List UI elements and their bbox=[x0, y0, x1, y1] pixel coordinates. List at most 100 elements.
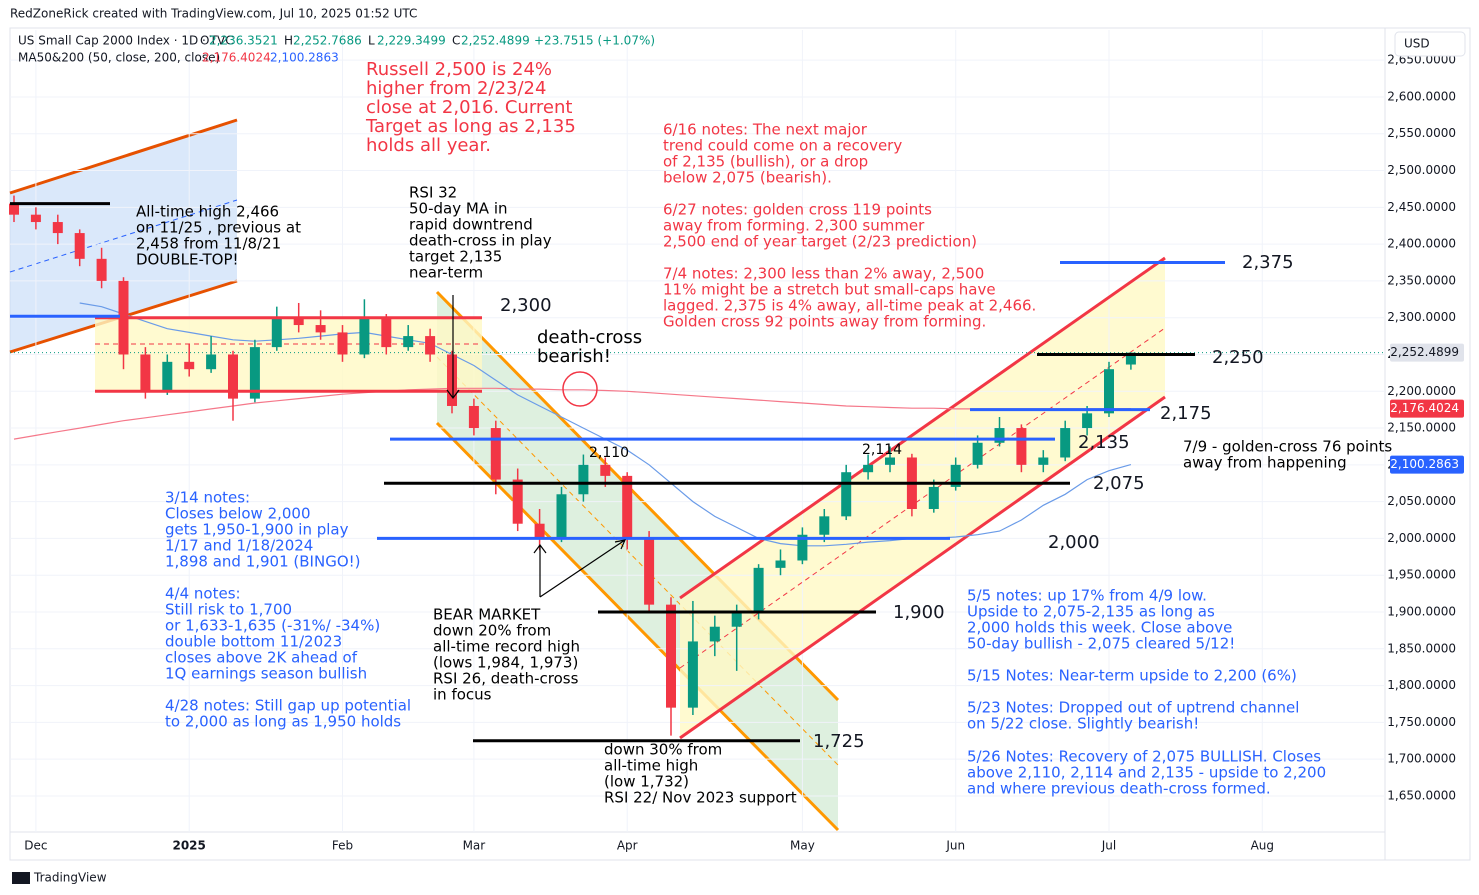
y-tick-label: 2,350.0000 bbox=[1387, 273, 1456, 287]
ohlc-key: H bbox=[284, 34, 293, 48]
candle-body bbox=[162, 361, 173, 392]
annotation: (lows 1,984, 1,973) bbox=[433, 654, 578, 672]
candle-body bbox=[293, 317, 304, 326]
annotation: on 11/25 , previous at bbox=[136, 219, 301, 237]
indicator: MA50&200 (50, close, 200, close) bbox=[18, 51, 220, 65]
annotation: and where previous death-cross formed. bbox=[967, 780, 1271, 798]
price-label: 2,100.2863 bbox=[1390, 457, 1459, 471]
change: +23.7515 (+1.07%) bbox=[534, 34, 655, 48]
y-tick-label: 1,650.0000 bbox=[1387, 788, 1456, 802]
annotation: 1,898 and 1,901 (BINGO!) bbox=[165, 553, 361, 571]
level-label: 2,075 bbox=[1093, 473, 1145, 494]
ohlc-value: 2,229.3499 bbox=[377, 34, 446, 48]
annotation: RSI 32 bbox=[409, 184, 457, 202]
annotation: near-term bbox=[409, 264, 483, 282]
candle-body bbox=[381, 317, 392, 348]
annotation: down 20% from bbox=[433, 622, 551, 640]
drawings bbox=[9, 118, 1165, 832]
annotation: 11% might be a stretch but small-caps ha… bbox=[663, 281, 996, 299]
candle-body bbox=[994, 428, 1005, 443]
currency: USD bbox=[1404, 37, 1430, 51]
annotation: above 2,110, 2,114 and 2,135 - upside to… bbox=[967, 764, 1326, 782]
annotation: death-cross bbox=[537, 327, 642, 348]
y-tick-label: 2,200.0000 bbox=[1387, 384, 1456, 398]
candle-body bbox=[512, 479, 523, 524]
annotation: 2,000 holds this week. Close above bbox=[967, 619, 1232, 637]
annotation: 4/28 notes: Still gap up potential bbox=[165, 697, 411, 715]
annotation: death-cross in play bbox=[409, 232, 552, 250]
annotation: 5/5 notes: up 17% from 4/9 low. bbox=[967, 587, 1207, 605]
y-tick-label: 2,050.0000 bbox=[1387, 494, 1456, 508]
y-tick-label: 2,300.0000 bbox=[1387, 310, 1456, 324]
annotation: 2,114 bbox=[862, 442, 902, 458]
candle-body bbox=[1016, 428, 1027, 465]
ohlc-value: 2,252.7686 bbox=[293, 34, 362, 48]
y-tick-label: 1,700.0000 bbox=[1387, 752, 1456, 766]
candle-body bbox=[337, 332, 348, 355]
candle-body bbox=[228, 354, 238, 399]
annotation: 4/4 notes: bbox=[165, 585, 241, 603]
annotation: higher from 2/23/24 bbox=[366, 78, 546, 99]
candle-body bbox=[1104, 369, 1114, 414]
candle-body bbox=[972, 442, 983, 465]
annotation: All-time high 2,466 bbox=[136, 203, 279, 221]
y-tick-label: 1,900.0000 bbox=[1387, 605, 1456, 619]
y-tick-label: 1,750.0000 bbox=[1387, 715, 1456, 729]
candle-body bbox=[819, 516, 830, 535]
level-label: 2,135 bbox=[1078, 432, 1130, 453]
channel-line bbox=[679, 256, 1166, 600]
candle-body bbox=[74, 233, 85, 259]
candle-body bbox=[709, 626, 720, 642]
annotation: 2,110 bbox=[589, 445, 629, 461]
annotation: 5/23 Notes: Dropped out of uptrend chann… bbox=[967, 699, 1299, 717]
symbol: US Small Cap 2000 Index · 1D · TVC bbox=[18, 34, 234, 48]
annotation: to 2,000 as long as 1,950 holds bbox=[165, 713, 401, 731]
candle-body bbox=[425, 336, 436, 355]
arrow bbox=[446, 295, 460, 399]
y-tick-label: 2,450.0000 bbox=[1387, 200, 1456, 214]
level-label: 2,000 bbox=[1048, 532, 1100, 553]
x-tick-label: Feb bbox=[332, 839, 353, 853]
moving-average bbox=[13, 387, 1131, 440]
ohlc-key: L bbox=[368, 34, 375, 48]
candle-body bbox=[249, 347, 260, 399]
y-tick-label: 2,000.0000 bbox=[1387, 531, 1456, 545]
channel-line bbox=[435, 421, 840, 832]
x-tick-label: Jul bbox=[1101, 839, 1116, 853]
annotation: Closes below 2,000 bbox=[165, 505, 311, 523]
y-tick-label: 2,400.0000 bbox=[1387, 237, 1456, 251]
candle-body bbox=[30, 214, 41, 223]
annotation: DOUBLE-TOP! bbox=[136, 251, 239, 269]
annotation: 50-day bullish - 2,075 cleared 5/12! bbox=[967, 635, 1235, 653]
candle-body bbox=[1038, 457, 1049, 465]
annotation: 2,500 end of year target (2/23 predictio… bbox=[663, 233, 977, 251]
candle-body bbox=[1125, 352, 1136, 365]
logo bbox=[12, 872, 30, 884]
price-label: 2,176.4024 bbox=[1390, 401, 1459, 415]
annotation: 5/26 Notes: Recovery of 2,075 BULLISH. C… bbox=[967, 748, 1321, 766]
level-label: 2,250 bbox=[1212, 347, 1264, 368]
annotation: double bottom 11/2023 bbox=[165, 633, 342, 651]
candle-body bbox=[468, 405, 479, 429]
death-cross-marker bbox=[562, 371, 598, 407]
channel-fill bbox=[680, 258, 1165, 738]
x-tick-label: Aug bbox=[1251, 839, 1274, 853]
channel-mid bbox=[9, 199, 238, 273]
y-tick-label: 2,600.0000 bbox=[1387, 89, 1456, 103]
candle-body bbox=[140, 354, 151, 392]
annotation: 7/9 - golden-cross 76 points bbox=[1183, 438, 1392, 456]
candle-body bbox=[556, 494, 567, 539]
price-label-box bbox=[1390, 343, 1464, 362]
candle-body bbox=[644, 538, 655, 605]
annotation: 1Q earnings season bullish bbox=[165, 665, 367, 683]
annotation: 2,458 from 11/8/21 bbox=[136, 235, 281, 253]
range-box bbox=[95, 317, 482, 392]
candle-body bbox=[797, 534, 808, 561]
ohlc-key: C bbox=[452, 34, 460, 48]
level-label: 1,900 bbox=[893, 602, 945, 623]
x-tick-label: Mar bbox=[463, 839, 486, 853]
price-label-box bbox=[1390, 455, 1464, 474]
annotation: 7/4 notes: 2,300 less than 2% away, 2,50… bbox=[663, 265, 984, 283]
annotation: in focus bbox=[433, 686, 492, 704]
